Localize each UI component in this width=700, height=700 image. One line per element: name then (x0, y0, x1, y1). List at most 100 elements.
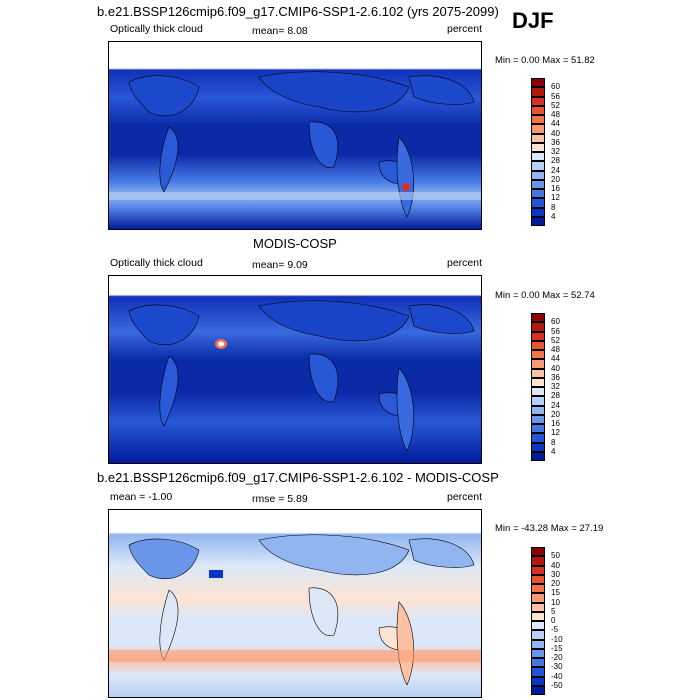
panel2-colorbar-tick-label: 16 (551, 419, 560, 428)
panel2-colorbar-tick-label: 56 (551, 326, 560, 336)
panel1-mean-label: mean= 8.08 (252, 25, 308, 37)
panel1-minmax: Min = 0.00 Max = 51.82 (495, 55, 595, 66)
panel2-colorbar-cell (531, 405, 545, 415)
panel1-colorbar-cell (531, 216, 545, 226)
panel1-colorbar-cell (531, 142, 545, 152)
panel1-colorbar-tick-label: 24 (551, 165, 560, 175)
panel3-colorbar-cell (531, 593, 545, 603)
panel2-colorbar-cell (531, 313, 545, 323)
panel3-colorbar-cell (531, 639, 545, 649)
panel3-minmax: Min = -43.28 Max = 27.19 (495, 523, 604, 534)
panel1-colorbar-tick-label: 40 (551, 128, 560, 138)
panel3-colorbar-tick-label: 5 (551, 606, 556, 616)
panel1-colorbar-cell (531, 96, 545, 106)
panel3-colorbar-tick-label: 30 (551, 569, 560, 579)
panel1-colorbar-cell (531, 115, 545, 125)
panel1-colorbar-tick-label: 60 (551, 82, 560, 92)
panel3-colorbar: 50 40 30 20 15 10 5 0 -5 -10 -15 -20 -30 -40 -50 (531, 547, 571, 695)
panel2-colorbar-tick-label: 24 (551, 400, 560, 410)
panel3-colorbar-cell (531, 676, 545, 686)
panel2-colorbar-tick-label: 4 (551, 446, 556, 456)
panel3-colorbar-cell (531, 621, 545, 631)
panel2-colorbar-tick-label: 40 (551, 363, 560, 373)
panel1-colorbar-cell (531, 105, 545, 115)
panel1-colorbar-tick-label: 32 (551, 147, 560, 156)
panel3-colorbar-cell (531, 547, 545, 557)
panel3-colorbar-tick-label: -15 (551, 643, 563, 653)
panel2-colorbar-cell (531, 442, 545, 452)
panel3-rmse-label: rmse = 5.89 (252, 493, 308, 505)
panel3-map (108, 509, 482, 698)
panel2-colorbar-tick-label: 52 (551, 335, 560, 345)
panel3-colorbar-cell (531, 648, 545, 658)
panel2-colorbar-cell (531, 322, 545, 332)
panel3-colorbar-cell (531, 584, 545, 594)
panel2-colorbar-tick-label: 8 (551, 437, 556, 447)
panel1-colorbar-cell (531, 124, 545, 134)
panel3-colorbar-tick-label: 15 (551, 588, 560, 598)
panel3-colorbar-tick-label: -5 (551, 625, 559, 635)
panel2-colorbar-tick-label: 12 (551, 428, 560, 438)
panel2-colorbar-cell (531, 396, 545, 406)
panel2-colorbar-tick-label: 48 (551, 345, 560, 354)
panel3-colorbar-cell (531, 685, 545, 695)
panel1-title: b.e21.BSSP126cmip6.f09_g17.CMIP6-SSP1-2.… (97, 4, 499, 19)
panel3-colorbar-tick-label: -20 (551, 653, 563, 662)
panel1-colorbar-cell (531, 152, 545, 162)
panel3-colorbar-cell (531, 574, 545, 584)
panel3-title: b.e21.BSSP126cmip6.f09_g17.CMIP6-SSP1-2.… (97, 470, 499, 485)
panel3-colorbar-tick-label: -10 (551, 634, 563, 644)
panel1-colorbar-cell (531, 170, 545, 180)
panel3-colorbar-cell (531, 611, 545, 621)
season-label: DJF (512, 8, 554, 33)
panel3-colorbar-cell (531, 667, 545, 677)
panel3-colorbar-tick-label: 40 (551, 560, 560, 570)
panel3-colorbar-cell (531, 658, 545, 668)
panel2-map-field (109, 276, 481, 463)
panel3-colorbar-cell (531, 630, 545, 640)
panel1-colorbar-tick-label: 20 (551, 174, 560, 184)
panel1-colorbar-cell (531, 207, 545, 217)
panel2-colorbar-tick-label: 20 (551, 409, 560, 419)
panel1-colorbar-cell (531, 179, 545, 189)
panel3-colorbar-cell (531, 565, 545, 575)
panel1-colorbar-cell (531, 198, 545, 208)
panel3-colorbar-tick-label: -30 (551, 662, 563, 672)
panel2-colorbar-tick-label: 32 (551, 382, 560, 391)
panel1-colorbar-cell (531, 78, 545, 88)
panel3-units-label: percent (447, 491, 483, 503)
panel2-colorbar-cell (531, 377, 545, 387)
panel3-map-field (109, 510, 481, 697)
panel1-colorbar-tick-label: 36 (551, 137, 560, 147)
panel1-colorbar-tick-label: 44 (551, 119, 560, 129)
panel2-colorbar-cell (531, 350, 545, 360)
panel2-colorbar-cell (531, 368, 545, 378)
panel2-colorbar-tick-label: 60 (551, 317, 560, 327)
panel1-colorbar-tick-label: 16 (551, 184, 560, 193)
panel1-colorbar-tick-label: 52 (551, 100, 560, 110)
panel1-units-label: percent (447, 23, 483, 35)
panel2-colorbar: 60 56 52 48 44 40 36 32 28 24 20 16 12 8 4 (531, 313, 571, 461)
panel2-colorbar-cell (531, 424, 545, 434)
panel2-colorbar-cell (531, 331, 545, 341)
panel2-variable-label: Optically thick cloud (110, 257, 203, 269)
panel2-units-label: percent (447, 257, 483, 269)
panel2-title: MODIS-COSP (253, 236, 337, 251)
panel2-colorbar-cell (531, 387, 545, 397)
panel2-colorbar-cell (531, 414, 545, 424)
panel3-mean-label: mean = -1.00 (110, 491, 173, 503)
panel2-map (108, 275, 482, 464)
panel1-colorbar-tick-label: 48 (551, 110, 560, 119)
panel2-colorbar-tick-label: 44 (551, 354, 560, 364)
panel1-map-field (109, 42, 481, 229)
panel3-colorbar-tick-label: 10 (551, 597, 560, 607)
panel3-colorbar-cell (531, 556, 545, 566)
panel2-colorbar-cell (531, 433, 545, 443)
panel2-mean-label: mean= 9.09 (252, 259, 308, 271)
panel3-colorbar-cell (531, 602, 545, 612)
panel2-colorbar-tick-label: 28 (551, 391, 560, 401)
panel1-colorbar: 60 56 52 48 44 40 36 32 28 24 20 16 12 8 4 (531, 78, 571, 226)
panel1-variable-label: Optically thick cloud (110, 23, 203, 35)
panel1-colorbar-cell (531, 87, 545, 97)
panel3-colorbar-tick-label: 50 (551, 551, 560, 561)
